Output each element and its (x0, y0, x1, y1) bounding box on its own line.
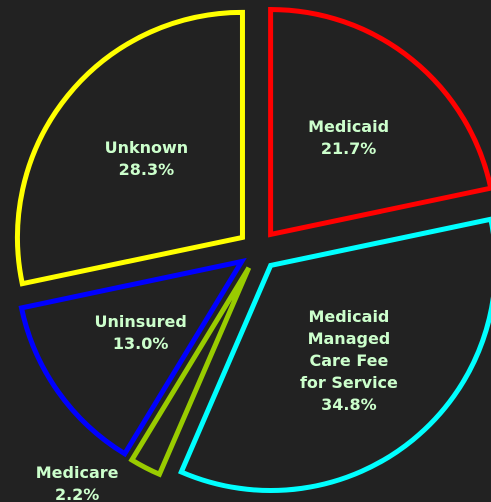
slice-label: Medicaid Managed Care Fee for Service 34.… (294, 306, 404, 416)
pie-slice (268, 6, 491, 238)
slice-value: 2.2% (54, 484, 100, 502)
slice-value: 28.3% (118, 160, 175, 180)
slice-value: 34.8% (321, 395, 377, 415)
slice-name: Uninsured (94, 312, 187, 332)
slice-value: 13.0% (112, 334, 169, 354)
slice-label: Uninsured 13.0% (86, 311, 196, 355)
pie-slice (14, 9, 245, 287)
pie-slice (178, 216, 491, 493)
pie-slice (128, 266, 252, 478)
slice-name: Medicare (35, 462, 119, 482)
slice-label: Medicaid 21.7% (294, 116, 404, 160)
slice-name: Unknown (104, 138, 189, 158)
pie-slice (18, 257, 247, 458)
slice-label: Unknown 28.3% (91, 137, 201, 181)
slice-label: Medicare 2.2% (22, 462, 132, 502)
slice-name: Medicaid Managed Care Fee for Service (299, 307, 398, 393)
slice-value: 21.7% (320, 139, 377, 159)
slice-name: Medicaid (308, 117, 390, 137)
